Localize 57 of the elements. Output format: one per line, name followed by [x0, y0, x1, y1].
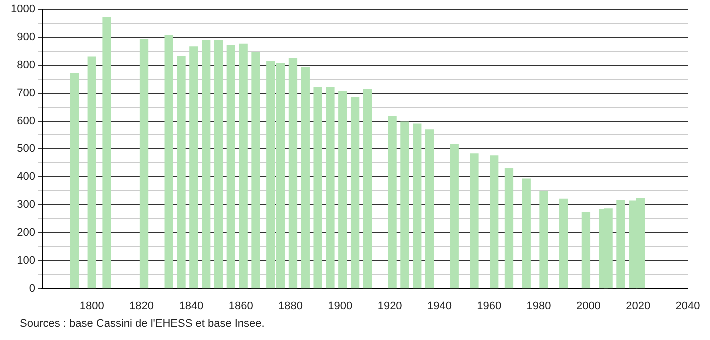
- bar: [450, 144, 459, 289]
- bar: [616, 200, 626, 289]
- bar: [252, 52, 260, 289]
- x-tick-label: 1800: [80, 300, 104, 312]
- bar: [326, 87, 335, 289]
- bar: [560, 198, 568, 289]
- bar: [102, 17, 112, 289]
- bar: [400, 122, 410, 289]
- bar: [190, 46, 198, 289]
- bar: [88, 56, 96, 289]
- bar: [288, 58, 298, 289]
- bar: [413, 124, 422, 289]
- y-tick-label: 1000: [10, 4, 36, 16]
- y-tick-label: 100: [17, 254, 36, 267]
- bar: [388, 116, 397, 289]
- x-tick-label: 2040: [676, 300, 700, 312]
- y-tick-label: 600: [17, 115, 36, 128]
- x-tick-label: 1840: [179, 300, 204, 312]
- x-tick-label: 1820: [130, 300, 154, 312]
- bar: [140, 39, 149, 289]
- y-tick-label: 900: [17, 32, 36, 44]
- bar: [214, 40, 224, 289]
- x-tick-label: 2020: [626, 300, 651, 312]
- bar: [202, 40, 211, 289]
- y-tick-label: 300: [17, 199, 36, 212]
- bar: [582, 212, 591, 289]
- y-tick-label: 200: [17, 226, 36, 239]
- bar: [490, 156, 499, 289]
- x-tick-label: 1960: [477, 300, 502, 312]
- bar: [350, 96, 360, 289]
- bar: [314, 87, 322, 289]
- bar: [177, 56, 186, 289]
- bar: [470, 154, 479, 289]
- y-tick-label: 500: [17, 143, 36, 156]
- x-tick-label: 1880: [278, 300, 303, 312]
- bar: [164, 35, 174, 289]
- x-tick-label: 1920: [378, 300, 402, 312]
- y-tick-label: 800: [17, 59, 36, 72]
- bar: [301, 67, 310, 289]
- bar: [363, 89, 372, 289]
- x-tick-label: 1900: [328, 300, 353, 312]
- y-tick-label: 400: [17, 171, 36, 184]
- x-tick-label: 1980: [526, 300, 552, 312]
- bar: [425, 130, 434, 289]
- bar: [338, 91, 348, 289]
- source-note: Sources : base Cassini de l'EHESS et base Insee.: [20, 318, 265, 330]
- bar: [226, 45, 236, 289]
- y-tick-label: 700: [17, 87, 36, 100]
- bar: [504, 168, 514, 289]
- bar: [540, 191, 548, 289]
- x-tick-label: 2000: [576, 300, 601, 312]
- bar: [239, 44, 248, 289]
- bar: [522, 178, 531, 289]
- x-tick-label: 1860: [228, 300, 254, 312]
- y-tick-label: 0: [29, 282, 36, 295]
- x-tick-label: 1940: [427, 300, 452, 312]
- bar: [70, 73, 80, 289]
